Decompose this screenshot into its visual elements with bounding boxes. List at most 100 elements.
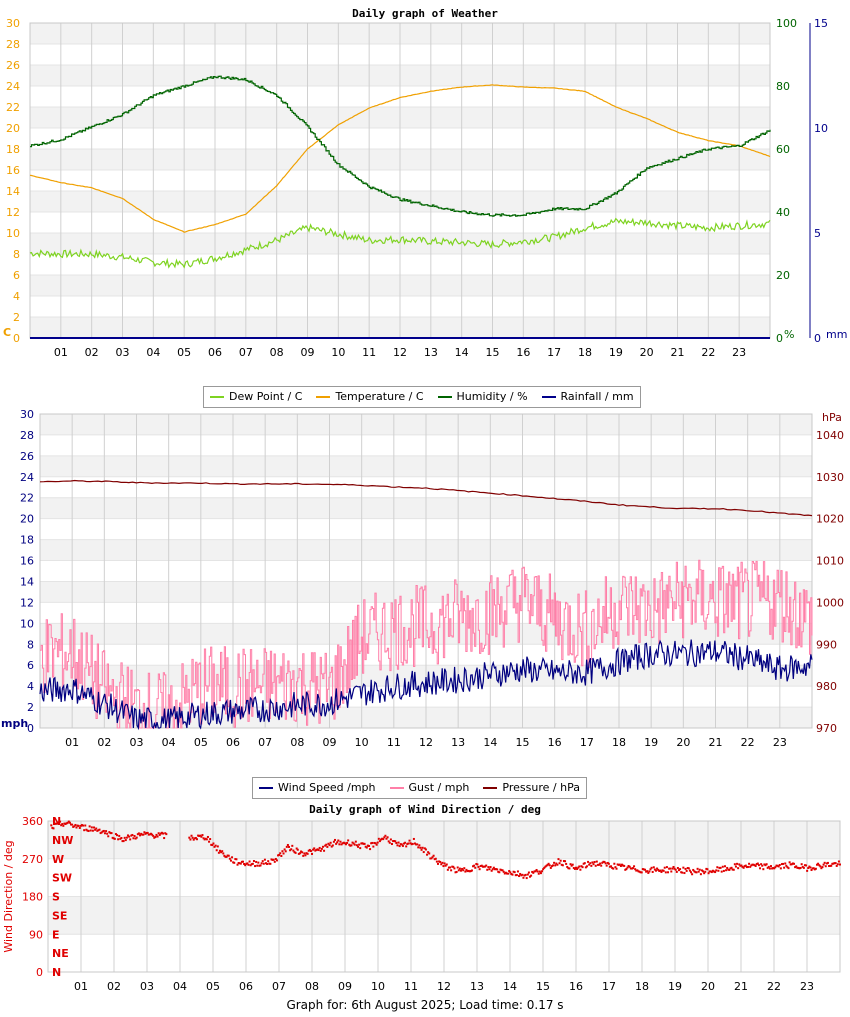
winddir-point (421, 846, 424, 849)
winddir-point (505, 872, 508, 875)
winddir-point (798, 867, 801, 870)
winddir-point (829, 864, 832, 867)
winddir-point (317, 849, 320, 852)
winddir-point (514, 874, 517, 877)
winddir-point (497, 870, 500, 873)
winddir-point (215, 849, 218, 852)
weather-legend: Dew Point / C Temperature / C Humidity /… (203, 386, 641, 408)
winddir-point (686, 866, 689, 869)
weather-y-right2-tick: 0 (814, 332, 821, 345)
wind-x-tick-label: 03 (130, 736, 144, 749)
winddir-point (572, 866, 575, 869)
winddir-point (525, 877, 528, 880)
winddir-point (831, 862, 834, 865)
winddir-point (202, 837, 205, 840)
winddir-point (487, 866, 490, 869)
winddir-point (658, 869, 661, 872)
winddir-point (451, 865, 454, 868)
winddir-point (231, 856, 234, 859)
legend-humidity: Humidity / % (437, 389, 528, 405)
winddir-point (765, 863, 768, 866)
winddir-point (409, 842, 412, 845)
winddir-point (224, 855, 227, 858)
winddir-point (733, 863, 736, 866)
winddir-point (158, 833, 161, 836)
winddir-point (635, 869, 638, 872)
wind-x-tick-label: 14 (483, 736, 497, 749)
winddir-point (312, 848, 315, 851)
wind-x-tick-label: 17 (580, 736, 594, 749)
winddir-point (582, 862, 585, 865)
winddir-point (559, 859, 562, 862)
winddir-point (401, 844, 404, 847)
winddir-point (587, 860, 590, 863)
winddir-point (488, 868, 491, 871)
winddir-point (370, 842, 373, 845)
winddir-x-tick-label: 23 (800, 980, 814, 993)
weather-y-left-tick: 12 (6, 206, 20, 219)
weather-y-right2-tick: 5 (814, 227, 821, 240)
winddir-point (481, 865, 484, 868)
winddir-point (789, 863, 792, 866)
wind-x-tick-label: 10 (355, 736, 369, 749)
winddir-point (263, 858, 266, 861)
winddir-point (565, 862, 568, 865)
winddir-point (326, 845, 329, 848)
winddir-compass-label: N (52, 815, 61, 828)
winddir-point (707, 872, 710, 875)
winddir-point (136, 833, 139, 836)
winddir-point (571, 863, 574, 866)
wind-legend: Wind Speed /mph Gust / mph Pressure / hP… (252, 777, 587, 799)
winddir-point (528, 875, 531, 878)
winddir-x-tick-label: 15 (536, 980, 550, 993)
weather-x-tick-label: 06 (208, 346, 222, 359)
winddir-point (88, 825, 91, 828)
wind-y-right-tick: 1030 (816, 471, 844, 484)
winddir-point (508, 870, 511, 873)
winddir-point (300, 850, 303, 853)
winddir-point (513, 871, 516, 874)
winddir-point (99, 832, 102, 835)
winddir-point (309, 850, 312, 853)
legend-dewpoint-swatch (210, 396, 224, 398)
winddir-point (206, 835, 209, 838)
winddir-point (330, 845, 333, 848)
winddir-point (815, 863, 818, 866)
winddir-point (423, 847, 426, 850)
winddir-point (602, 860, 605, 863)
winddir-point (239, 862, 242, 865)
winddir-point (164, 832, 167, 835)
winddir-point (800, 863, 803, 866)
winddir-point (750, 864, 753, 867)
wind-x-tick-label: 15 (516, 736, 530, 749)
winddir-point (430, 857, 433, 860)
wind-y-left-tick: 20 (20, 513, 34, 526)
winddir-point (209, 838, 212, 841)
wind-y-left-tick: 12 (20, 596, 34, 609)
weather-x-tick-label: 22 (701, 346, 715, 359)
weather-y-right2-unit: mm (826, 328, 847, 341)
winddir-point (809, 866, 812, 869)
weather-y-right1-tick: 80 (776, 80, 790, 93)
winddir-point (576, 867, 579, 870)
wind-y-left-tick: 14 (20, 575, 34, 588)
winddir-point (443, 862, 446, 865)
winddir-point (579, 868, 582, 871)
winddir-point (731, 868, 734, 871)
winddir-point (784, 862, 787, 865)
weather-series-dewpoint-line (29, 217, 771, 269)
winddir-point (830, 864, 833, 867)
winddir-point (648, 870, 651, 873)
winddir-point (66, 821, 69, 824)
winddir-point (610, 865, 613, 868)
winddir-point (165, 833, 168, 836)
winddir-x-tick-label: 06 (239, 980, 253, 993)
winddir-point (280, 854, 283, 857)
winddir-point (803, 864, 806, 867)
winddir-point (672, 865, 675, 868)
winddir-point (79, 824, 82, 827)
winddir-point (275, 859, 278, 862)
winddir-point (485, 864, 488, 867)
winddir-point (773, 867, 776, 870)
wind-y-right-tick: 1000 (816, 596, 844, 609)
